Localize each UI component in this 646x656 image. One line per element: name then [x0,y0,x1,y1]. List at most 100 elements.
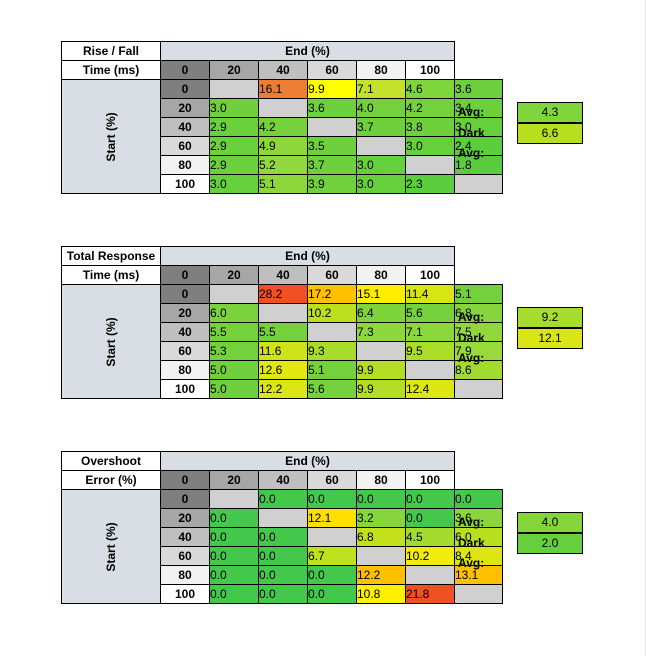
row-header: 60 [160,546,210,566]
value-cell: 5.0 [209,379,259,399]
blank-cell [356,341,406,361]
table-row: 100 3.0 5.1 3.9 3.0 2.3 [62,174,503,194]
value-cell: 5.1 [307,360,357,380]
value-cell: 0.0 [258,489,308,509]
value-cell: 12.6 [258,360,308,380]
value-cell: 5.0 [209,360,259,380]
value-cell: 7.3 [356,322,406,342]
value-cell: 12.1 [307,508,357,528]
value-cell: 0.0 [307,489,357,509]
response-table-block-2: Total Response End (%) Time (ms) 0 20 40 60… [0,205,646,410]
end-axis-label: End (%) [160,41,455,61]
value-cell: 3.8 [405,117,455,137]
column-header: 80 [356,60,406,80]
value-cell: 4.2 [405,98,455,118]
avg-value: 4.0 [517,512,583,533]
value-cell: 2.9 [209,155,259,175]
row-header: 80 [160,155,210,175]
value-cell: 5.3 [209,341,259,361]
blank-cell [405,360,455,380]
blank-cell [454,174,503,194]
table-title-line1: Total Response [61,246,161,266]
value-cell: 0.0 [258,584,308,604]
table-title-line1: Overshoot [61,451,161,471]
row-header: 80 [160,565,210,585]
value-cell: 0.0 [258,527,308,547]
value-cell: 5.2 [258,155,308,175]
response-table-block-3: Overshoot End (%) Error (%) 0 20 40 60 80 100… [0,410,646,615]
value-cell: 0.0 [454,489,503,509]
column-header: 0 [160,265,210,285]
column-header: 100 [405,265,455,285]
dark-avg-label: Dark Avg: [458,536,485,570]
row-header: 20 [160,98,210,118]
blank-cell [209,284,259,304]
dark-avg-value: 6.6 [517,123,583,144]
blank-cell [209,489,259,509]
blank-cell [356,546,406,566]
table-row: Start (%) 0 28.2 17.2 15.1 11.4 5.1 [61,284,503,399]
value-cell: 3.9 [307,174,357,194]
value-cell: 3.0 [356,174,406,194]
value-cell: 5.6 [307,379,357,399]
row-header: 100 [160,584,210,604]
value-cell: 0.0 [356,489,406,509]
table-row: 80 0.0 0.0 0.0 12.2 13.1 [62,565,503,585]
start-axis-label: Start (%) [104,521,118,572]
value-cell: 3.4 [454,98,503,118]
row-header: 100 [160,379,210,399]
value-cell: 16.1 [258,79,308,99]
value-cell: 0.0 [209,565,259,585]
row-header: 20 [160,508,210,528]
column-header: 40 [258,265,308,285]
value-cell: 5.1 [454,284,503,304]
value-cell: 0.0 [258,546,308,566]
value-cell: 8.6 [454,360,503,380]
dark-avg-value: 12.1 [517,328,583,349]
dark-avg-value: 2.0 [517,533,583,554]
value-cell: 9.9 [307,79,357,99]
avg-label: Avg: [458,515,485,529]
value-cell: 0.0 [209,527,259,547]
column-header: 80 [356,470,406,490]
row-header: 40 [160,117,210,137]
value-cell: 6.8 [454,303,503,323]
value-cell: 5.5 [258,322,308,342]
value-cell: 11.4 [405,284,455,304]
table-row: Start (%) 0 0.0 0.0 0.0 0.0 0.0 [61,489,503,604]
table-row: 60 0.0 0.0 6.7 10.2 8.4 [62,546,503,566]
value-cell: 5.1 [258,174,308,194]
value-cell: 3.6 [454,508,503,528]
value-cell: 3.7 [356,117,406,137]
column-header: 0 [160,470,210,490]
blank-cell [307,527,357,547]
start-axis-label: Start (%) [104,111,118,162]
row-header: 80 [160,360,210,380]
column-header: 60 [307,470,357,490]
table-title-line2: Time (ms) [61,265,161,285]
value-cell: 7.9 [454,341,503,361]
table-row: 40 5.5 5.5 7.3 7.1 7.5 [62,322,503,342]
value-cell: 5.6 [405,303,455,323]
column-header: 40 [258,60,308,80]
table-title-line2: Error (%) [61,470,161,490]
value-cell: 21.8 [405,584,455,604]
value-cell: 6.0 [209,303,259,323]
dark-avg-label: Dark Avg: [458,126,485,160]
table-row: 100 5.0 12.2 5.6 9.9 12.4 [62,379,503,399]
avg-value: 9.2 [517,307,583,328]
blank-cell [258,98,308,118]
value-cell: 3.0 [209,174,259,194]
table-row: 60 5.3 11.6 9.3 9.5 7.9 [62,341,503,361]
table-row: 20 6.0 10.2 6.4 5.6 6.8 [62,303,503,323]
column-header: 20 [209,265,259,285]
value-cell: 13.1 [454,565,503,585]
value-cell: 2.9 [209,117,259,137]
table-row: 100 0.0 0.0 0.0 10.8 21.8 [62,584,503,604]
row-header: 40 [160,527,210,547]
blank-cell [307,117,357,137]
end-axis-label: End (%) [160,246,455,266]
blank-cell [356,136,406,156]
value-cell: 0.0 [209,508,259,528]
avg-value: 4.3 [517,102,583,123]
